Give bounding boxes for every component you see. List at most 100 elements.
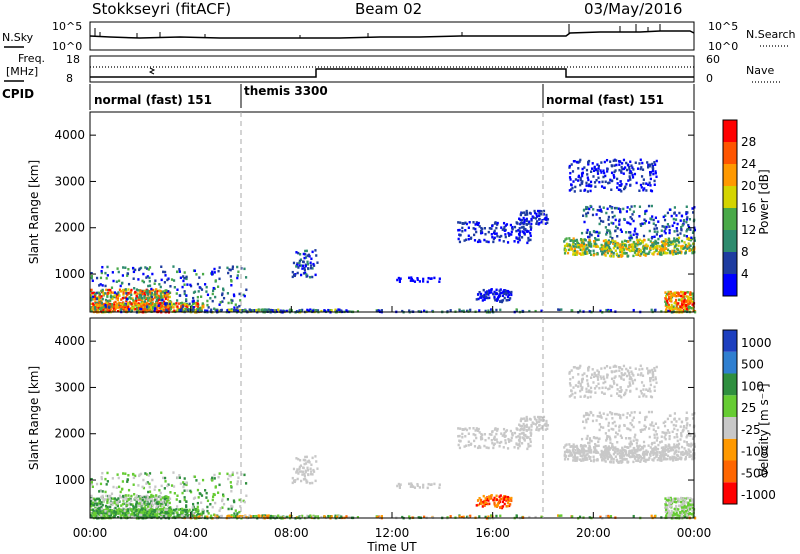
velocity-cell bbox=[490, 494, 493, 497]
velocity-cell bbox=[161, 504, 164, 508]
cpid-segment-3: normal (fast) 151 bbox=[546, 93, 664, 107]
velocity-cell bbox=[674, 451, 677, 454]
power-cell bbox=[396, 278, 399, 282]
power-cell bbox=[602, 206, 605, 209]
velocity-cell bbox=[575, 459, 578, 462]
power-cell bbox=[656, 244, 659, 248]
power-cell bbox=[662, 249, 665, 252]
velocity-cell bbox=[311, 456, 314, 460]
power-cell bbox=[634, 245, 637, 248]
velocity-cell bbox=[643, 452, 646, 456]
power-cell bbox=[672, 217, 675, 221]
power-cell bbox=[579, 176, 582, 180]
power-cell bbox=[493, 236, 496, 240]
velocity-cell bbox=[90, 494, 93, 498]
velocity-cell bbox=[102, 499, 105, 502]
power-cell bbox=[675, 214, 678, 217]
velocity-cell bbox=[310, 470, 313, 473]
nsky-label: N.Sky bbox=[2, 31, 34, 44]
power-cell bbox=[649, 173, 652, 177]
power-cell bbox=[609, 309, 613, 312]
velocity-cell bbox=[120, 514, 123, 517]
velocity-cell bbox=[518, 437, 521, 440]
power-cell bbox=[634, 227, 637, 231]
velocity-cell bbox=[684, 449, 687, 453]
power-cell bbox=[589, 249, 592, 253]
velocity-cell bbox=[636, 453, 639, 457]
velocity-cell bbox=[136, 509, 140, 513]
power-cell bbox=[568, 166, 571, 169]
power-cell bbox=[569, 171, 572, 175]
power-cell bbox=[657, 250, 661, 254]
velocity-cell bbox=[183, 496, 186, 499]
velocity-cell bbox=[106, 471, 109, 475]
power-cell bbox=[684, 251, 687, 254]
velocity-cell bbox=[691, 457, 695, 460]
velocity-cell bbox=[638, 448, 641, 452]
power-cell bbox=[618, 210, 622, 213]
power-cell bbox=[152, 288, 155, 292]
power-cell bbox=[687, 297, 690, 300]
velocity-cell bbox=[122, 497, 125, 501]
velocity-cell bbox=[482, 494, 485, 498]
velocity-cell bbox=[181, 507, 184, 511]
power-cell bbox=[139, 302, 142, 306]
velocity-cell bbox=[111, 516, 114, 519]
velocity-cell bbox=[93, 501, 96, 505]
velocity-cell bbox=[146, 497, 149, 501]
power-cell bbox=[610, 206, 613, 210]
power-cell bbox=[212, 286, 215, 290]
power-cell bbox=[483, 293, 486, 297]
power-cell bbox=[95, 291, 98, 295]
power-cell bbox=[605, 211, 608, 215]
power-cell bbox=[588, 244, 591, 247]
power-cell bbox=[622, 167, 626, 171]
power-cell bbox=[611, 236, 614, 240]
power-cell bbox=[623, 217, 626, 221]
velocity-cell bbox=[481, 505, 484, 508]
date-label: 03/May/2016 bbox=[584, 0, 682, 18]
velocity-cell bbox=[571, 449, 574, 452]
power-cell bbox=[668, 228, 671, 232]
power-cell bbox=[139, 291, 142, 295]
power-cell bbox=[104, 305, 108, 309]
power-cell bbox=[594, 238, 598, 241]
power-cell bbox=[610, 250, 613, 254]
power-cell bbox=[156, 296, 159, 300]
velocity-cell bbox=[92, 514, 95, 517]
power-cell bbox=[487, 230, 490, 234]
velocity-cell bbox=[651, 449, 654, 452]
velocity-cell bbox=[607, 445, 610, 448]
velocity-cell bbox=[97, 504, 101, 508]
power-cell bbox=[152, 307, 155, 310]
power-cell bbox=[418, 280, 421, 283]
power-cell bbox=[150, 287, 153, 291]
power-cell bbox=[165, 290, 168, 294]
velocity-cell bbox=[118, 494, 122, 498]
velocity-cell bbox=[576, 446, 579, 449]
velocity-cell bbox=[113, 509, 116, 513]
velocity-cell bbox=[660, 446, 663, 450]
velocity-cell bbox=[187, 510, 190, 513]
velocity-cell bbox=[304, 469, 307, 473]
velocity-cell bbox=[213, 477, 216, 480]
power-cell bbox=[595, 178, 598, 182]
velocity-cell bbox=[474, 429, 477, 432]
velocity-cell bbox=[513, 431, 517, 435]
velocity-cell bbox=[526, 436, 529, 439]
power-cell bbox=[600, 185, 604, 188]
velocity-cell bbox=[646, 450, 649, 454]
power-cell bbox=[306, 260, 309, 264]
velocity-cell bbox=[169, 491, 172, 494]
velocity-cell bbox=[196, 501, 199, 505]
power-cell bbox=[642, 178, 645, 181]
power-cell bbox=[511, 227, 514, 231]
power-cell bbox=[593, 165, 596, 169]
velocity-cell bbox=[105, 483, 108, 486]
velocity-cell bbox=[636, 447, 640, 450]
velocity-cell bbox=[185, 505, 188, 509]
power-cell bbox=[245, 310, 248, 313]
power-cell bbox=[673, 230, 676, 233]
velocity-cell bbox=[493, 435, 496, 439]
